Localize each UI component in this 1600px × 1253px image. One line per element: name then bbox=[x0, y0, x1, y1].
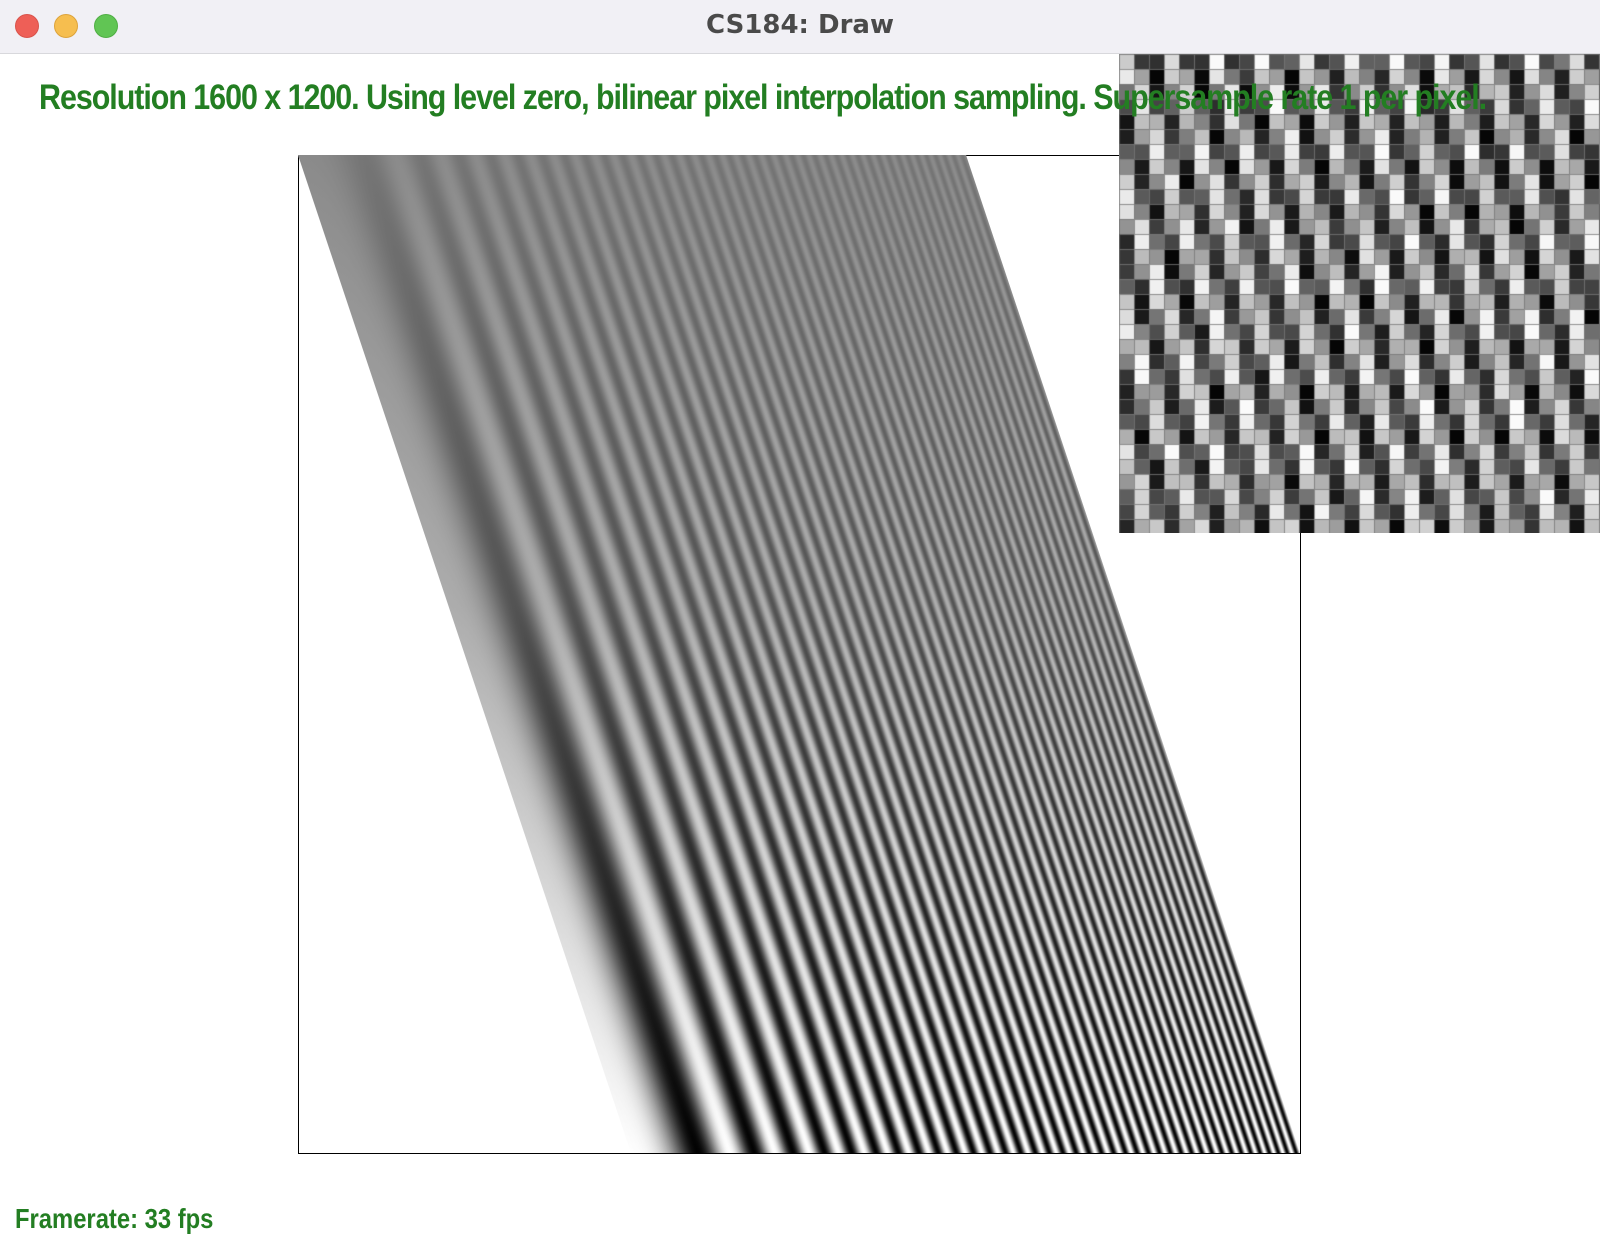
minimize-window-button[interactable] bbox=[54, 14, 78, 38]
pixel-inspector-zoom bbox=[1119, 54, 1600, 533]
status-text: Resolution 1600 x 1200. Using level zero… bbox=[39, 78, 1487, 117]
close-window-button[interactable] bbox=[15, 14, 39, 38]
maximize-window-button[interactable] bbox=[94, 14, 118, 38]
title-bar: CS184: Draw bbox=[0, 0, 1600, 54]
framerate-text: Framerate: 33 fps bbox=[15, 1203, 214, 1234]
window-title: CS184: Draw bbox=[706, 10, 894, 40]
